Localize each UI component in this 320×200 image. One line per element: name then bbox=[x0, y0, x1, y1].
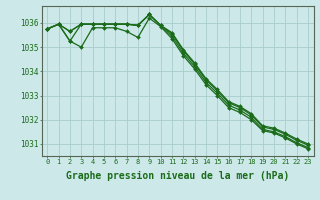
X-axis label: Graphe pression niveau de la mer (hPa): Graphe pression niveau de la mer (hPa) bbox=[66, 171, 289, 181]
